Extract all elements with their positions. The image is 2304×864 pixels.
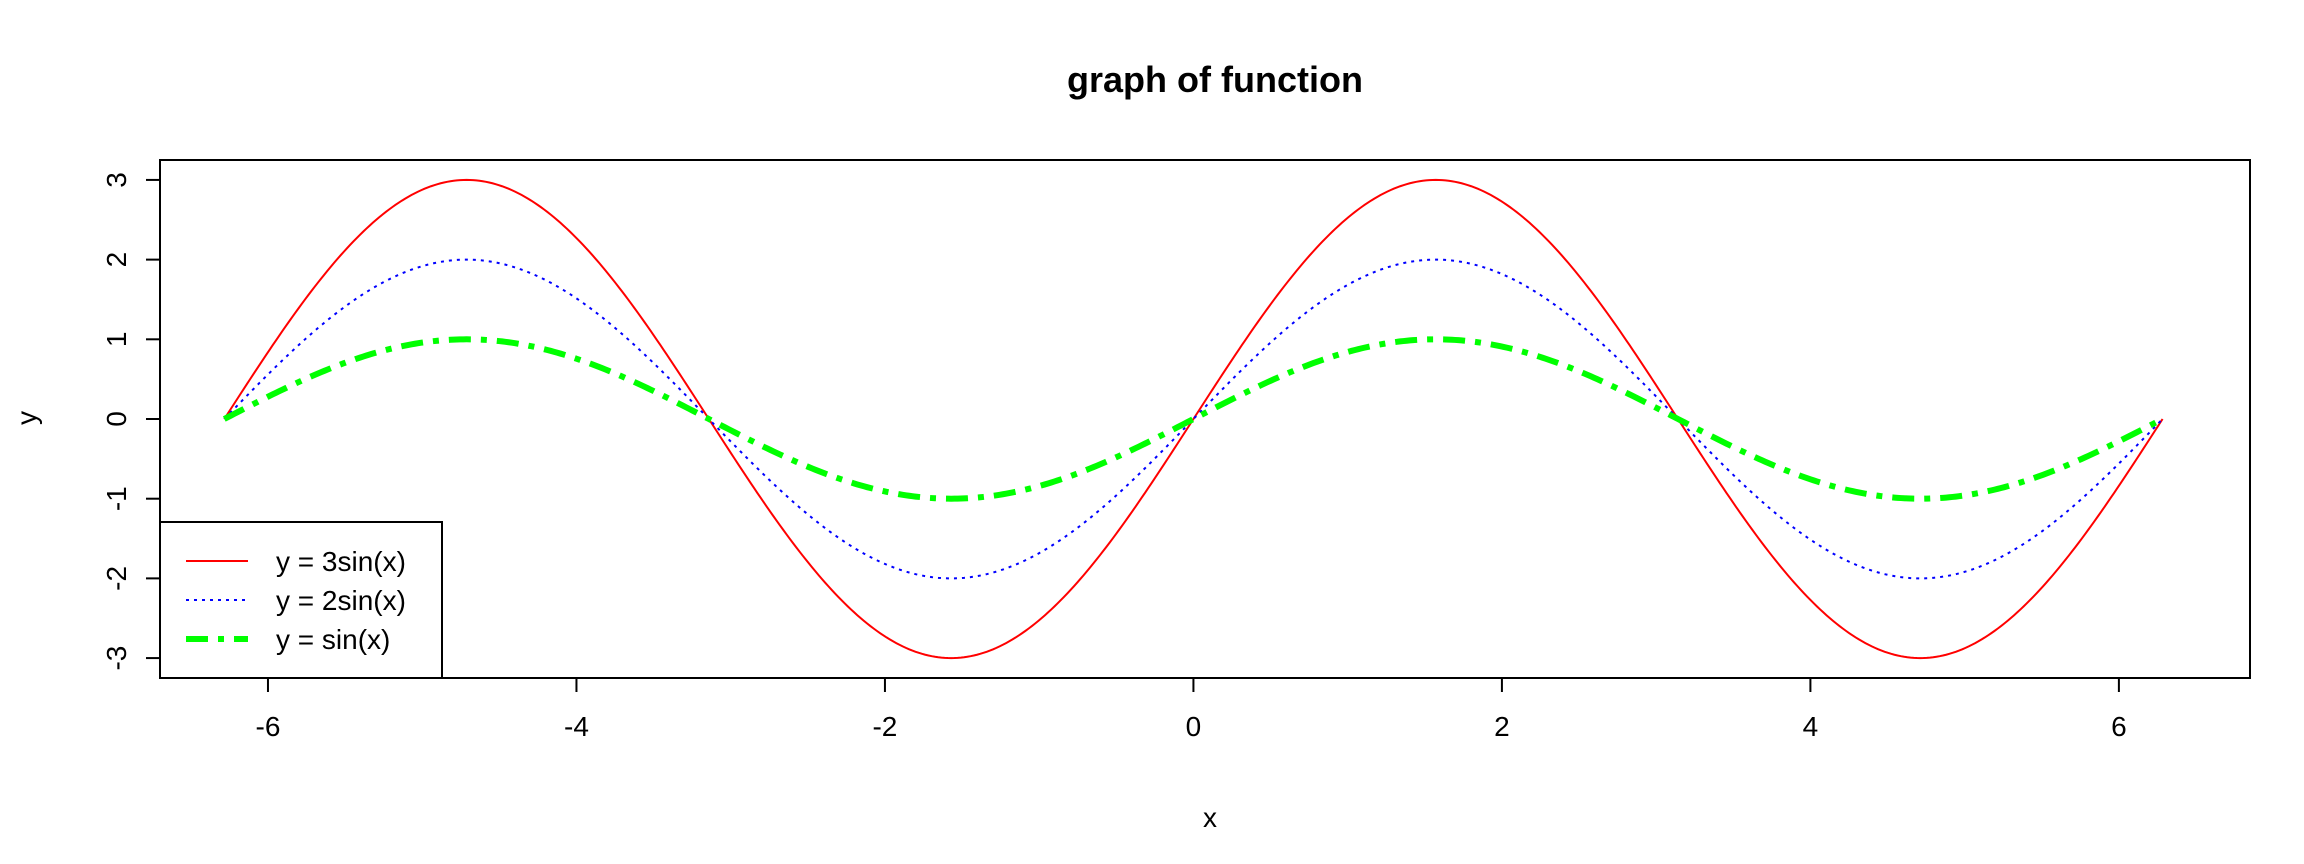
- chart-title: graph of function: [1067, 59, 1363, 100]
- y-tick-label-3: 0: [101, 411, 132, 427]
- series-line-0: [223, 178, 2164, 660]
- series-line-2: [222, 336, 2164, 502]
- series-group: [222, 178, 2164, 660]
- y-tick-label-1: -2: [101, 566, 132, 591]
- x-tick-label-6: 6: [2111, 711, 2127, 742]
- y-axis-label: y: [11, 411, 42, 425]
- x-tick-label-3: 0: [1186, 711, 1202, 742]
- x-axis-label: x: [1203, 802, 1217, 833]
- x-tick-label-4: 2: [1494, 711, 1510, 742]
- y-tick-label-2: -1: [101, 486, 132, 511]
- x-tick-label-5: 4: [1803, 711, 1819, 742]
- y-tick-label-6: 3: [101, 172, 132, 188]
- legend: y = 3sin(x) y = 2sin(x) y = sin(x): [159, 521, 443, 679]
- legend-box: [159, 521, 443, 679]
- legend-label-sin: y = sin(x): [276, 624, 390, 655]
- x-tick-label-2: -2: [872, 711, 897, 742]
- x-tick-label-1: -4: [564, 711, 589, 742]
- y-tick-label-5: 2: [101, 252, 132, 268]
- x-tick-label-0: -6: [256, 711, 281, 742]
- y-tick-label-0: -3: [101, 646, 132, 671]
- y-tick-label-4: 1: [101, 332, 132, 348]
- legend-label-3sin: y = 3sin(x): [276, 546, 406, 577]
- legend-label-2sin: y = 2sin(x): [276, 585, 406, 616]
- x-axis: -6 -4 -2 0 2 4 6: [256, 677, 2127, 742]
